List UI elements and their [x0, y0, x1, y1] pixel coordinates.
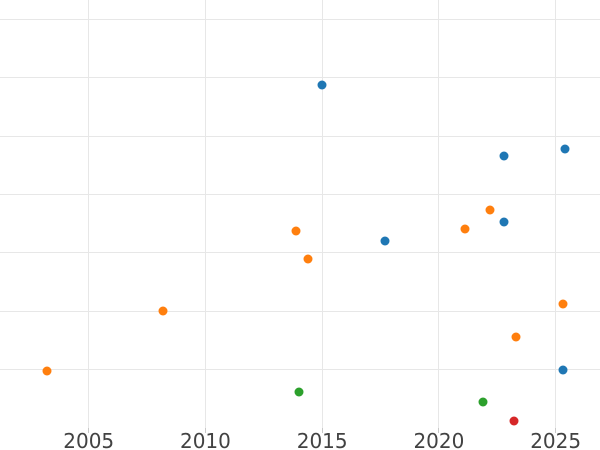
- v-gridline: [204, 0, 206, 428]
- data-point-orange: [460, 224, 470, 234]
- data-point-red: [509, 416, 519, 426]
- h-gridline: [0, 135, 600, 137]
- data-point-blue: [499, 151, 509, 161]
- data-point-blue: [317, 80, 327, 90]
- x-tick-label: 2005: [63, 429, 115, 450]
- v-gridline: [88, 0, 90, 428]
- x-tick-mark: [88, 428, 90, 433]
- x-tick-label: 2015: [296, 429, 348, 450]
- plot-area: [0, 0, 600, 428]
- data-point-orange: [303, 254, 313, 264]
- x-tick-label: 2010: [179, 429, 231, 450]
- x-tick-label: 2025: [530, 429, 582, 450]
- v-gridline: [438, 0, 440, 428]
- x-tick-mark: [204, 428, 206, 433]
- data-point-green: [294, 387, 304, 397]
- x-tick-mark: [438, 428, 440, 433]
- x-tick-mark: [555, 428, 557, 433]
- data-point-orange: [158, 306, 168, 316]
- h-gridline: [0, 18, 600, 20]
- v-gridline: [555, 0, 557, 428]
- h-gridline: [0, 193, 600, 195]
- data-point-orange: [485, 205, 495, 215]
- h-gridline: [0, 369, 600, 371]
- data-point-orange: [511, 332, 521, 342]
- data-point-orange: [558, 299, 568, 309]
- data-point-blue: [560, 144, 570, 154]
- data-point-orange: [42, 366, 52, 376]
- x-tick-mark: [321, 428, 323, 433]
- h-gridline: [0, 310, 600, 312]
- v-gridline: [321, 0, 323, 428]
- x-tick-label: 2020: [413, 429, 465, 450]
- data-point-blue: [380, 236, 390, 246]
- data-point-green: [478, 397, 488, 407]
- data-point-blue: [558, 365, 568, 375]
- h-gridline: [0, 252, 600, 254]
- data-point-blue: [499, 217, 509, 227]
- data-point-orange: [291, 226, 301, 236]
- h-gridline: [0, 77, 600, 79]
